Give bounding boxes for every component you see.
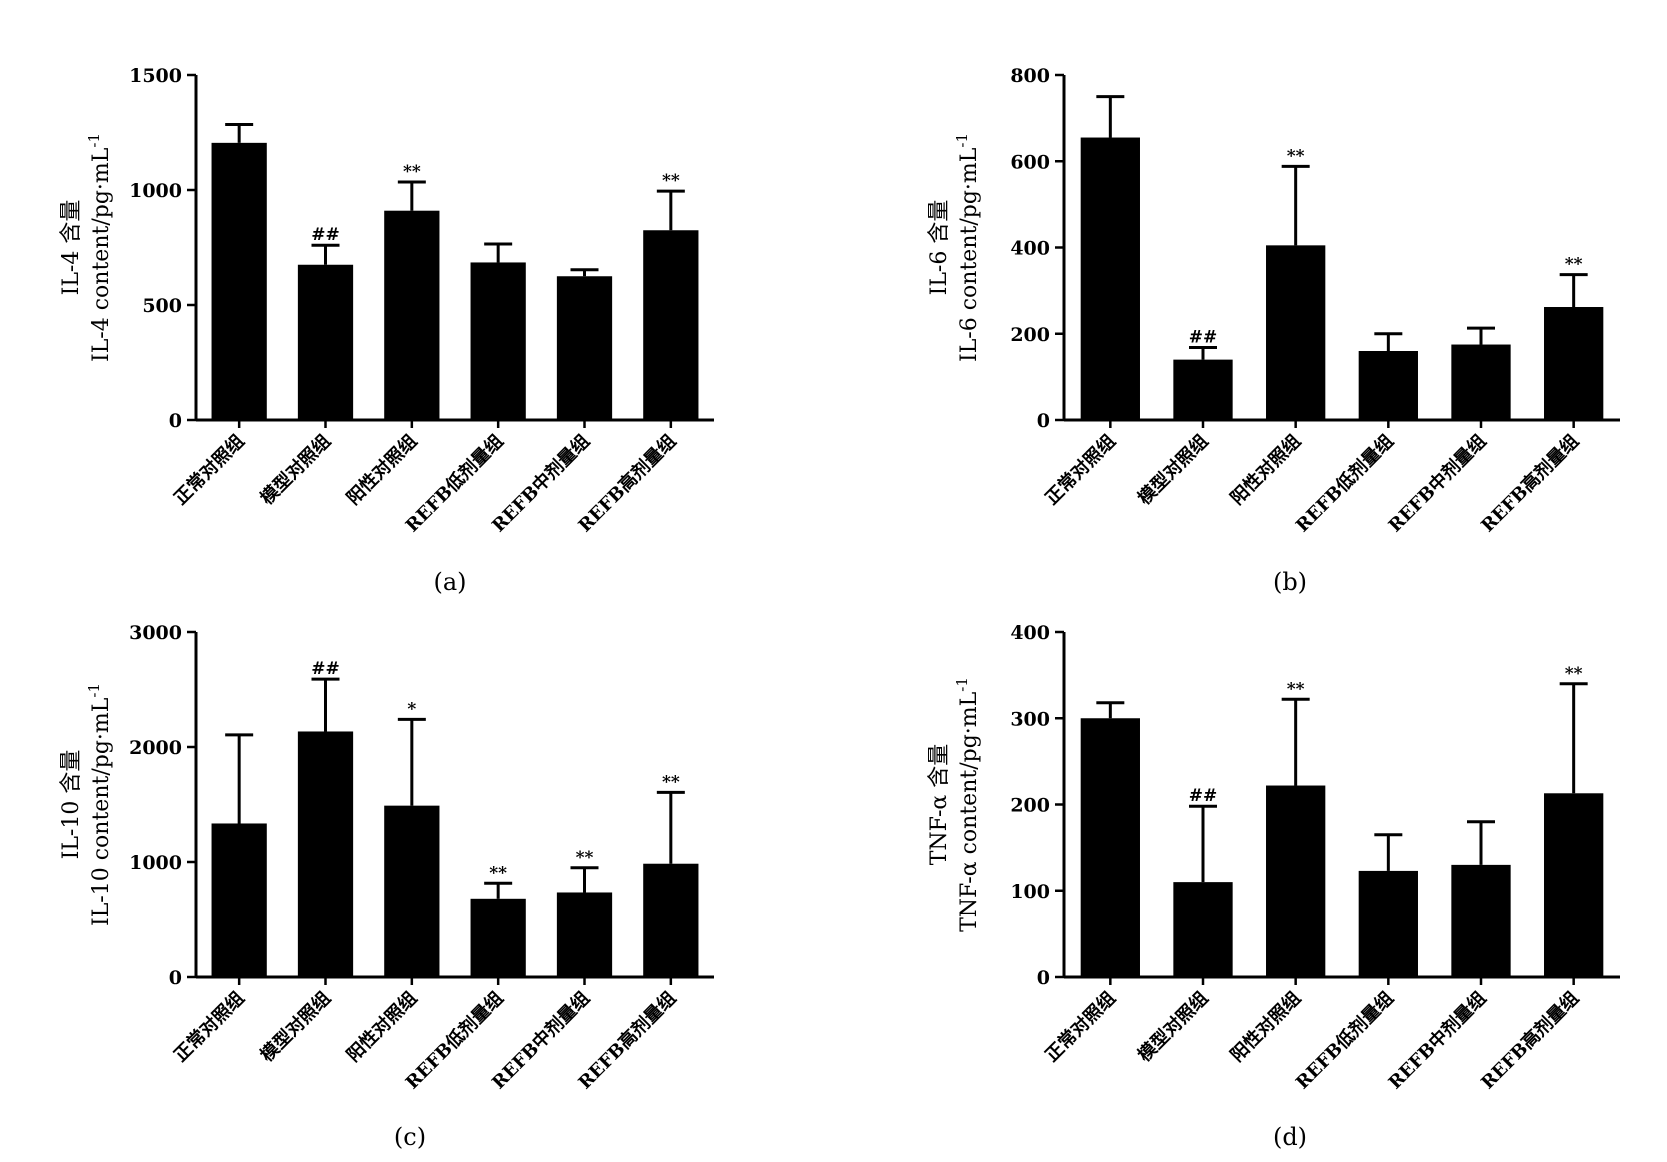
bar (470, 262, 526, 420)
significance-mark: ** (1287, 679, 1305, 699)
x-tick-label: REFB中剂量组 (1384, 430, 1491, 537)
y-tick-label: 400 (1010, 238, 1050, 260)
bar (1358, 870, 1418, 977)
x-tick-label: 阳性对照组 (1226, 987, 1305, 1066)
y-axis-unit-text: IL-10 content/pg·mL (89, 697, 114, 926)
x-tick-label: REFB高剂量组 (1477, 430, 1584, 537)
panel-label: (c) (394, 1123, 426, 1151)
x-tick-label: REFB中剂量组 (1384, 987, 1491, 1094)
bar (1266, 245, 1326, 420)
bar (1358, 351, 1418, 420)
significance-mark: ** (489, 863, 507, 883)
significance-mark: * (407, 699, 416, 719)
y-tick-label: 800 (1010, 65, 1050, 87)
y-tick-label: 300 (1010, 708, 1050, 730)
significance-mark: ** (662, 171, 680, 191)
y-tick-label: 400 (1010, 622, 1050, 644)
y-axis-unit-title: TNF-α content/pg·mL-1 (953, 677, 982, 932)
bar (1266, 785, 1326, 977)
significance-mark: ## (1189, 328, 1218, 348)
bar (1173, 359, 1233, 420)
y-axis-title: IL-10 含量 (59, 750, 84, 860)
panel-label: (d) (1273, 1123, 1307, 1151)
significance-mark: ** (403, 162, 421, 182)
significance-mark: ** (1565, 664, 1583, 684)
y-tick-label: 0 (169, 967, 182, 989)
y-tick-label: 0 (1037, 967, 1050, 989)
bar (297, 731, 354, 977)
bar (1451, 864, 1511, 977)
chart-panel-3: 0 100 200 300 400 正常对照组 ## 模型对照组 ** 阳性对照组REFB低剂量组… (927, 622, 1620, 1151)
y-axis-unit-title: IL-6 content/pg·mL-1 (953, 133, 982, 362)
x-tick-label: 阳性对照组 (342, 430, 421, 509)
y-tick-label: 100 (1010, 881, 1050, 903)
x-tick-label: REFB低剂量组 (1291, 430, 1398, 537)
x-tick-label: 正常对照组 (170, 987, 249, 1066)
y-axis-unit-text: TNF-α content/pg·mL (957, 691, 982, 932)
significance-mark: ** (1565, 255, 1583, 275)
y-axis-unit-exponent: -1 (85, 133, 103, 148)
x-tick-label: 模型对照组 (1133, 987, 1212, 1066)
y-tick-label: 200 (1010, 795, 1050, 817)
y-axis-unit-title: IL-4 content/pg·mL-1 (85, 133, 114, 362)
y-axis-unit-exponent: -1 (85, 683, 103, 698)
x-tick-label: 正常对照组 (1041, 987, 1120, 1066)
y-tick-label: 3000 (129, 622, 182, 644)
bar (1451, 344, 1511, 420)
y-axis-title: IL-4 含量 (59, 200, 84, 296)
x-tick-label: 阳性对照组 (342, 987, 421, 1066)
significance-mark: ## (1189, 786, 1218, 806)
y-tick-label: 1000 (129, 852, 182, 874)
bar (1080, 718, 1140, 977)
bar (1080, 137, 1140, 420)
y-axis-unit-text: IL-6 content/pg·mL (957, 147, 982, 362)
y-tick-label: 0 (1037, 410, 1050, 432)
bar (384, 805, 440, 977)
y-tick-label: 200 (1010, 324, 1050, 346)
x-tick-label: 模型对照组 (256, 987, 335, 1066)
panel-label: (b) (1273, 568, 1307, 596)
significance-mark: ** (662, 772, 680, 792)
x-tick-label: 正常对照组 (170, 430, 249, 509)
y-tick-label: 0 (169, 410, 182, 432)
y-axis-unit-title: IL-10 content/pg·mL-1 (85, 683, 114, 926)
bar (643, 230, 699, 420)
significance-mark: ## (311, 659, 340, 679)
bar (1544, 307, 1604, 420)
x-tick-label: 模型对照组 (256, 430, 335, 509)
chart-panel-1: 0 200 400 600 800 正常对照组 ## 模型对照组 ** 阳性对照组REFB低剂量组… (927, 65, 1620, 596)
y-axis-unit-text: IL-4 content/pg·mL (89, 147, 114, 362)
y-axis-title: IL-6 含量 (927, 200, 952, 296)
y-tick-label: 500 (142, 295, 182, 317)
significance-mark: ** (1287, 146, 1305, 166)
x-tick-label: REFB低剂量组 (1291, 987, 1398, 1094)
y-axis-title: TNF-α 含量 (927, 744, 952, 865)
bar (1544, 793, 1604, 977)
bar (211, 142, 267, 420)
chart-panel-0: 050010001500正常对照组##模型对照组**阳性对照组REFB低剂量组R… (59, 65, 714, 596)
chart-panel-2: 0100020003000正常对照组##模型对照组*阳性对照组**REFB低剂量… (59, 622, 714, 1151)
bar (556, 892, 613, 977)
bar (470, 898, 526, 977)
x-tick-label: 正常对照组 (1041, 430, 1120, 509)
y-axis-unit-exponent: -1 (953, 133, 971, 148)
significance-mark: ** (576, 848, 594, 868)
significance-mark: ## (311, 225, 340, 245)
y-axis-unit-exponent: -1 (953, 677, 971, 692)
panel-label: (a) (433, 568, 466, 596)
x-tick-label: REFB高剂量组 (1477, 987, 1584, 1094)
bar (643, 863, 699, 977)
x-tick-label: 阳性对照组 (1226, 430, 1305, 509)
bar (1173, 882, 1233, 977)
x-tick-label: 模型对照组 (1133, 430, 1212, 509)
bar (211, 823, 267, 977)
y-tick-label: 1000 (129, 180, 182, 202)
y-tick-label: 1500 (129, 65, 182, 87)
bar (384, 210, 440, 420)
bar (556, 276, 613, 420)
y-tick-label: 600 (1010, 151, 1050, 173)
y-tick-label: 2000 (129, 737, 182, 759)
bar (297, 264, 354, 420)
